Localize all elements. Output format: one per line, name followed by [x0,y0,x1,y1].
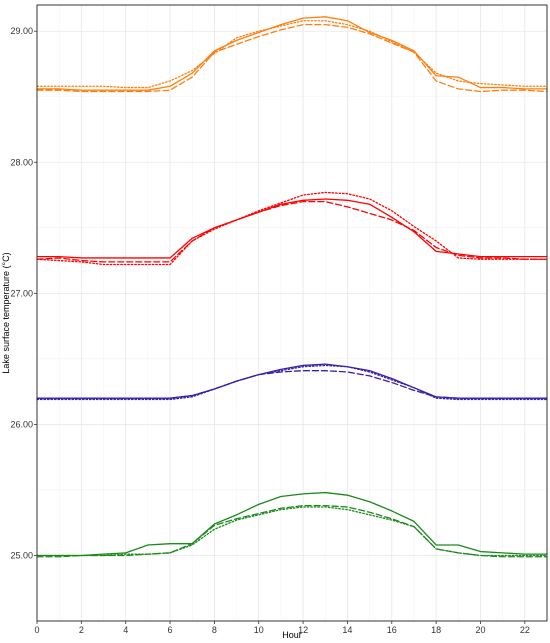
series-line-9 [36,491,548,557]
series-line-0 [36,16,548,91]
series-line-2 [36,20,548,89]
x-tick-label: 20 [475,625,485,635]
y-tick-label: 26.00 [10,419,33,429]
y-tick-label: 29.00 [10,26,33,36]
series-line-7 [36,370,548,399]
grid-lines [36,5,547,622]
y-tick-label: 27.00 [10,288,33,298]
y-axis-ticks: 25.00 26.00 27.00 28.00 29.00 [10,26,37,560]
x-tick-label: 22 [520,625,530,635]
y-tick-label: 25.00 [10,550,33,560]
series-line-11 [36,506,548,557]
series-lines [36,16,548,558]
series-line-10 [36,505,548,558]
series-line-8 [36,364,548,401]
x-tick-label: 4 [123,625,128,635]
x-tick-label: 16 [387,625,397,635]
x-tick-label: 18 [431,625,441,635]
x-tick-label: 10 [254,625,264,635]
series-line-3 [36,198,548,259]
series-line-4 [36,200,548,263]
x-axis-ticks: 0 2 4 6 8 10 12 14 16 18 20 22 [34,621,530,635]
x-tick-label: 8 [212,625,217,635]
x-tick-label: 2 [79,625,84,635]
y-axis-label: Lake surface temperature (°C) [1,252,11,373]
series-line-1 [36,24,548,93]
x-tick-label: 0 [34,625,39,635]
x-tick-label: 6 [168,625,173,635]
x-axis-label: Hour [282,630,302,640]
series-line-5 [36,191,548,266]
x-tick-label: 14 [342,625,352,635]
plot-border [36,4,548,622]
x-tick-label: 12 [298,625,308,635]
y-tick-label: 28.00 [10,157,33,167]
